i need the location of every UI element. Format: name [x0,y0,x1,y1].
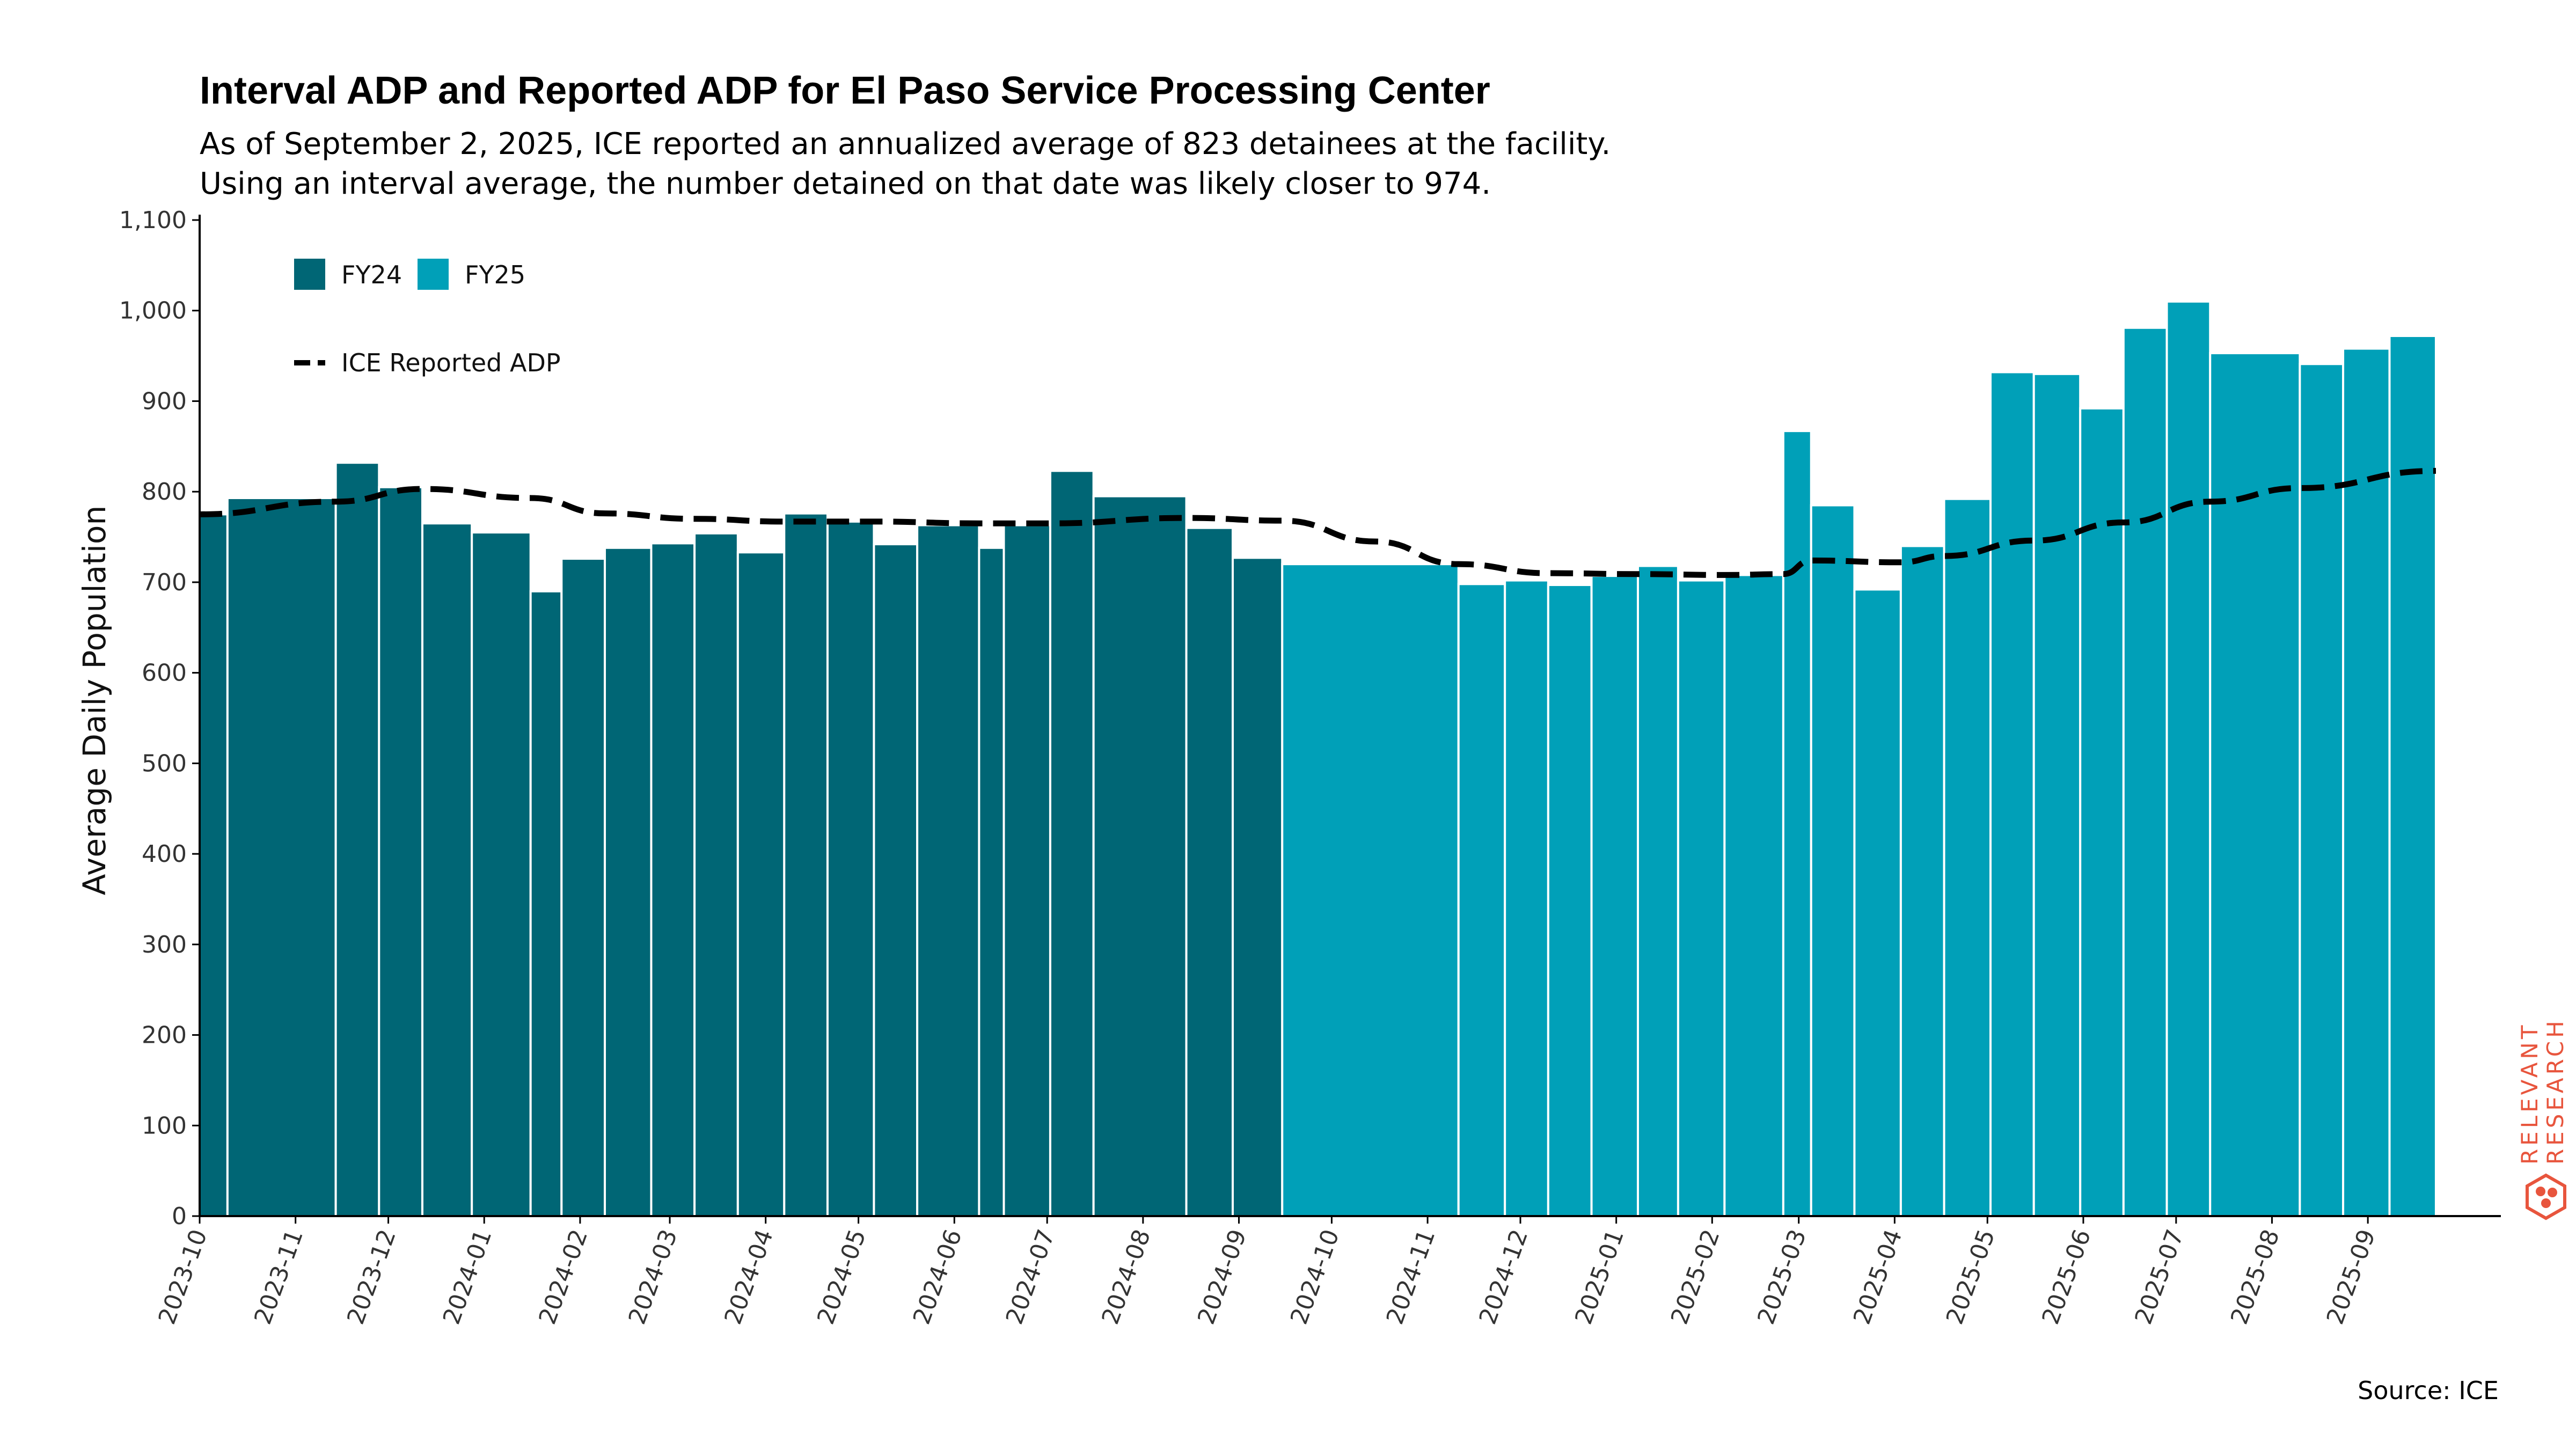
bar-fy25-28 [1677,579,1726,1217]
bar-fy25-26 [1590,575,1639,1217]
bar-fy24-1 [226,496,337,1218]
bar-fy24-13 [826,520,875,1217]
subtitle-line-1: As of September 2, 2025, ICE reported an… [200,127,1611,162]
y-tick-label: 500 [142,750,187,777]
bar-fy24-19 [1092,495,1188,1217]
bar-fy24-20 [1185,526,1234,1217]
bar-fy25-31 [1810,504,1856,1217]
x-tick-label: 2024-04 [719,1226,779,1328]
x-tick-label: 2024-06 [908,1226,968,1328]
y-tick-label: 700 [142,569,187,596]
legend-swatch-fy25 [418,259,449,290]
bar-fy25-24 [1504,579,1549,1217]
chart-subtitle: As of September 2, 2025, ICE reported an… [200,125,1611,204]
y-axis-label: Average Daily Population [76,506,113,896]
legend-label-fy24: FY24 [341,260,402,289]
bar-fy25-43 [2388,334,2437,1217]
bar-fy24-12 [783,512,829,1217]
source-note: Source: ICE [2358,1376,2499,1405]
legend: FY24 FY25 ICE Reported ADP [294,259,561,377]
x-tick-label: 2025-08 [2226,1226,2285,1328]
y-tick-label: 0 [172,1203,187,1230]
bar-fy25-34 [1943,497,1992,1217]
y-tick-label: 800 [142,478,187,506]
bar-fy24-18 [1049,470,1095,1218]
x-tick-label: 2024-01 [438,1226,497,1328]
x-tick-label: 2023-12 [342,1226,401,1328]
bar-fy24-16 [978,546,1005,1217]
y-tick-label: 600 [142,660,187,687]
x-tick-label: 2025-07 [2129,1226,2189,1328]
chart-title: Interval ADP and Reported ADP for El Pas… [200,69,1490,112]
bar-fy25-35 [1989,371,2035,1217]
bar-fy24-8 [604,546,653,1217]
bar-fy24-4 [421,522,473,1218]
x-tick-label: 2024-11 [1381,1226,1441,1328]
y-tick-label: 300 [142,931,187,958]
bar-fy25-23 [1457,583,1506,1217]
x-tick-label: 2025-09 [2322,1226,2381,1328]
y-tick-label: 900 [142,387,187,415]
bar-fy25-40 [2209,352,2301,1218]
y-tick-label: 1,000 [119,297,187,325]
legend-label-line: ICE Reported ADP [341,348,561,377]
bar-fy24-0 [199,513,229,1217]
bar-fy24-10 [693,532,739,1217]
bar-fy24-2 [334,462,380,1217]
bar-fy24-21 [1231,557,1284,1217]
brand-text-research: RESEARCH [2542,1018,2568,1165]
bar-fy25-38 [2122,326,2168,1218]
x-tick-label: 2024-03 [624,1226,683,1328]
bar-fy25-39 [2165,300,2212,1218]
bar-fy25-30 [1782,430,1812,1217]
x-tick-label: 2024-12 [1474,1226,1534,1328]
hexagon-logo-icon [2526,1173,2566,1220]
x-tick-label: 2025-05 [1941,1226,2001,1328]
bar-fy24-14 [873,543,919,1218]
x-tick-label: 2024-10 [1285,1226,1345,1328]
bar-fy25-33 [1899,545,1945,1217]
x-tick-label: 2024-05 [812,1226,872,1328]
bar-fy25-36 [2032,372,2082,1218]
y-tick-label: 400 [142,840,187,868]
bar-fy25-27 [1637,565,1679,1217]
bar-fy24-9 [650,542,696,1218]
x-tick-label: 2024-09 [1192,1226,1252,1328]
bar-fy25-41 [2299,363,2345,1217]
brand-text-relevant: RELEVANT [2516,1022,2543,1165]
legend-swatch-fy24 [294,259,325,290]
x-tick-label: 2024-07 [1001,1226,1060,1328]
y-tick-label: 200 [142,1022,187,1049]
bar-fy24-5 [471,531,532,1217]
x-tick-label: 2025-01 [1570,1226,1629,1328]
bar-fy24-6 [529,590,563,1217]
bar-fy24-11 [736,551,786,1217]
brand-logo: RELEVANT RESEARCH [2512,987,2576,1224]
legend-label-fy25: FY25 [465,260,525,289]
line-layer [199,467,2436,578]
x-tick-label: 2024-02 [533,1226,593,1328]
bar-fy24-3 [378,486,423,1217]
bars-layer [199,300,2437,1218]
y-tick-label: 1,100 [119,207,187,234]
subtitle-line-2: Using an interval average, the number de… [200,166,1491,201]
series-line-ice-reported-adp [199,467,2436,578]
bar-fy25-29 [1723,574,1784,1217]
x-tick-label: 2025-03 [1752,1226,1812,1328]
bar-fy24-17 [1002,524,1051,1217]
x-tick-label: 2024-08 [1096,1226,1156,1328]
x-tick-label: 2025-06 [2037,1226,2096,1328]
x-tick-label: 2025-04 [1848,1226,1908,1328]
bar-fy25-25 [1547,583,1593,1217]
x-tick-label: 2025-02 [1666,1226,1725,1328]
x-tick-label: 2023-11 [249,1226,309,1328]
x-tick-label: 2023-10 [153,1226,213,1328]
bar-fy25-32 [1853,588,1902,1217]
bar-fy24-15 [916,524,980,1217]
y-tick-label: 100 [142,1112,187,1139]
bar-fy24-7 [560,558,606,1217]
bar-fy25-22 [1281,563,1460,1217]
